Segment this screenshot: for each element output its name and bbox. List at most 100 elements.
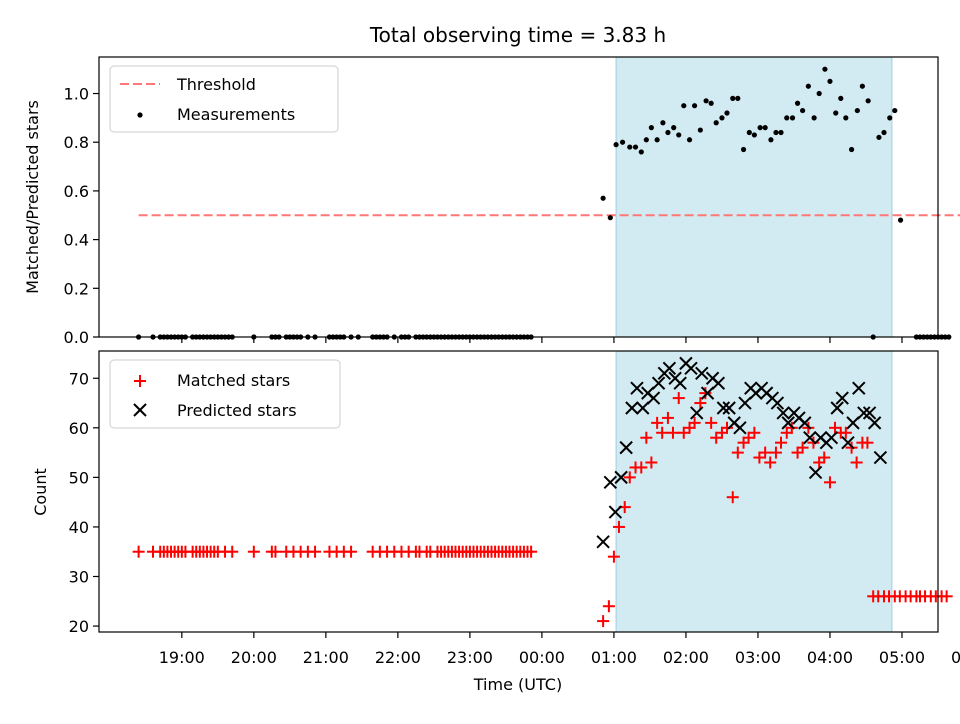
matched-star-point	[694, 397, 707, 410]
measurement-point	[703, 98, 709, 104]
x-tick-label: 02:00	[663, 648, 709, 667]
matched-star-point	[940, 590, 953, 603]
matched-star-point	[345, 545, 358, 558]
measurement-point	[740, 146, 747, 153]
predicted-star-point	[846, 416, 860, 430]
measurement-point	[848, 146, 855, 153]
measurement-point	[746, 129, 752, 136]
measurement-point	[627, 144, 633, 150]
matched-star-point	[602, 600, 615, 613]
measurement-point	[708, 100, 714, 106]
x-tick-label: 04:00	[807, 648, 853, 667]
matched-star-point	[699, 387, 712, 400]
measurement-point	[730, 95, 736, 101]
matched-star-point	[226, 545, 239, 558]
x-tick-label: 01:00	[591, 648, 637, 667]
x-axis-label: Time (UTC)	[473, 675, 562, 694]
bottom-y-tick-label: 50	[69, 468, 89, 487]
measurement-point	[643, 137, 649, 143]
predicted-star-point	[776, 406, 790, 420]
predicted-star-point	[673, 376, 687, 390]
matched-star-point	[525, 545, 538, 558]
bottom-panel-shade	[615, 350, 893, 633]
measurement-point	[660, 120, 666, 126]
predicted-star-point	[862, 406, 877, 420]
predicted-star-point	[690, 406, 704, 420]
matched-star-point	[672, 392, 685, 405]
measurement-point	[600, 195, 606, 201]
measurement-point	[619, 139, 626, 145]
measurement-point	[676, 132, 682, 138]
measurement-point	[648, 125, 654, 131]
top-y-tick-label: 0.0	[64, 328, 89, 347]
bottom-y-tick-label: 30	[69, 567, 89, 586]
matched-star-point	[269, 545, 282, 558]
x-tick-label: 00:00	[519, 648, 565, 667]
measurement-point	[854, 107, 860, 114]
measurement-point	[859, 83, 865, 89]
predicted-star-point	[852, 381, 866, 395]
matched-star-point	[705, 416, 718, 429]
x-tick-label: 20:00	[231, 648, 277, 667]
matched-star-point	[726, 491, 739, 504]
measurement-point	[789, 115, 796, 121]
chart-title: Total observing time = 3.83 h	[369, 23, 666, 47]
measurement-point	[811, 115, 817, 121]
predicted-star-point	[608, 505, 623, 519]
predicted-star-point	[716, 401, 731, 415]
measurement-point	[778, 129, 784, 136]
measurement-point	[892, 107, 898, 114]
measurement-point	[833, 110, 839, 116]
predicted-star-point	[646, 391, 661, 405]
measurement-point	[876, 134, 882, 140]
top-y-tick-label: 0.6	[64, 182, 89, 201]
measurement-point	[632, 144, 639, 150]
x-tick-label: 06:00	[951, 648, 960, 667]
predicted-star-point	[700, 386, 715, 400]
x-tick-label: 05:00	[879, 648, 925, 667]
measurement-point	[881, 129, 887, 136]
predicted-star-point	[619, 440, 633, 455]
top-panel-shade	[615, 56, 893, 338]
bottom-y-tick-label: 70	[69, 369, 89, 388]
predicted-star-point	[803, 431, 817, 445]
measurement-point	[887, 115, 893, 121]
predicted-star-point	[830, 401, 844, 415]
predicted-star-point	[651, 376, 666, 390]
predicted-star-point	[867, 416, 882, 430]
predicted-star-point	[770, 396, 785, 410]
measurement-point	[681, 103, 687, 109]
matched-star-point	[597, 615, 610, 628]
measurement-point	[897, 217, 904, 223]
predicted-star-point	[684, 361, 698, 376]
predicted-star-point	[711, 376, 726, 390]
matched-star-point	[839, 426, 852, 439]
x-tick-label: 22:00	[375, 648, 421, 667]
x-tick-label: 19:00	[159, 648, 205, 667]
matched-star-point	[607, 550, 620, 563]
legend-predicted-swatch	[133, 403, 147, 417]
matched-star-point	[759, 446, 772, 459]
predicted-star-point	[841, 435, 855, 450]
measurement-point	[822, 66, 828, 72]
predicted-star-point	[873, 450, 888, 465]
top-y-tick-label: 0.4	[64, 231, 89, 250]
predicted-star-point	[808, 465, 823, 480]
matched-star-point	[612, 520, 625, 533]
measurement-point	[762, 125, 768, 131]
legend-matched-label: Matched stars	[177, 371, 290, 390]
matched-star-point	[132, 545, 145, 558]
predicted-star-point	[695, 366, 709, 381]
top-legend: Threshold Measurements	[109, 65, 339, 133]
matched-star-point	[769, 446, 782, 459]
measurement-point	[800, 107, 806, 114]
bottom-y-tick-label: 20	[69, 617, 89, 636]
matched-star-point	[656, 426, 669, 439]
legend-matched-swatch	[134, 375, 146, 387]
measurement-point	[843, 115, 849, 121]
matched-star-point	[850, 456, 863, 469]
measurement-point	[816, 90, 822, 97]
matched-star-point	[823, 476, 836, 489]
legend-measurements-swatch	[137, 112, 143, 118]
